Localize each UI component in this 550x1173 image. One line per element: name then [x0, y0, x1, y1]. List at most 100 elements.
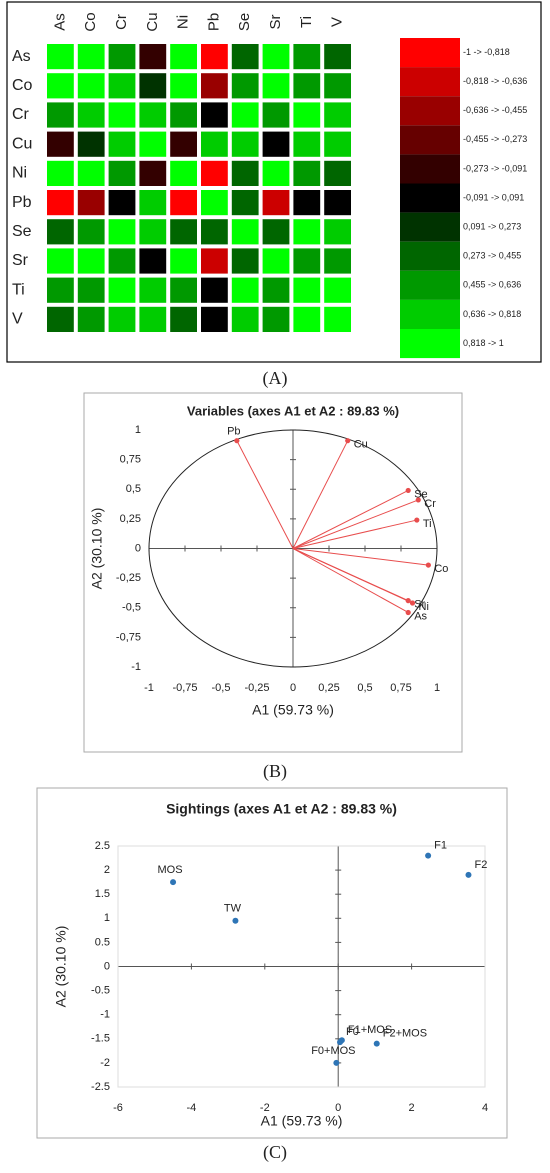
point-label: F0: [346, 1026, 359, 1038]
heatmap-cell: [108, 219, 136, 245]
point: [409, 600, 416, 606]
panel-c-frame: [36, 787, 508, 1139]
loading-vector: [292, 548, 409, 613]
heatmap-cell: [108, 131, 136, 157]
legend-swatch: [400, 241, 460, 271]
point: [414, 517, 420, 523]
heatmap-cell: [77, 190, 105, 216]
heatmap-cell: [77, 73, 105, 99]
heatmap-cell: [293, 73, 321, 99]
row-label: Ti: [12, 281, 25, 298]
heatmap-cell: [324, 160, 351, 186]
legend-swatch: [400, 67, 460, 97]
y-tick-label: -2.5: [91, 1081, 110, 1093]
legend-label: 0,091 -> 0,273: [463, 222, 521, 232]
heatmap-cell: [262, 190, 290, 216]
y-tick-label: 2.5: [95, 840, 110, 852]
heatmap-cell: [47, 190, 74, 216]
heatmap-cell: [47, 131, 74, 157]
heatmap-cell: [231, 102, 259, 128]
heatmap-cell: [293, 219, 321, 245]
x-tick-label: 0: [335, 1102, 341, 1114]
legend-label: 0,818 -> 1: [463, 338, 504, 348]
heatmap-cell: [77, 44, 105, 70]
y-tick-label: -0,75: [116, 631, 141, 643]
point-label: F2+MOS: [383, 1028, 427, 1040]
y-axis-label: A2 (30.10 %): [53, 926, 69, 1008]
legend-label: 0,455 -> 0,636: [463, 280, 521, 290]
point-label: F2: [474, 859, 487, 871]
heatmap-cell: [77, 306, 105, 332]
row-label: Ni: [12, 165, 27, 182]
x-tick-label: -2: [260, 1102, 270, 1114]
y-tick-label: 2: [104, 864, 110, 876]
y-tick-label: -0,25: [116, 572, 141, 584]
y-tick-label: 0,25: [120, 513, 141, 525]
y-tick-label: -1: [131, 661, 141, 673]
legend-label: -0,273 -> -0,091: [463, 163, 527, 173]
column-label: As: [51, 13, 68, 31]
heatmap-cell: [324, 73, 351, 99]
legend-swatch: [400, 299, 460, 329]
heatmap-cell: [108, 160, 136, 186]
heatmap-cell: [293, 102, 321, 128]
heatmap-cell: [324, 102, 351, 128]
row-label: V: [12, 311, 23, 328]
column-label: Cu: [144, 12, 161, 31]
legend-swatch: [400, 270, 460, 300]
heatmap-cell: [262, 44, 290, 70]
chart-title: Sightings (axes A1 et A2 : 89.83 %): [166, 801, 397, 817]
legend-label: -1 -> -0,818: [463, 47, 510, 57]
heatmap-cell: [201, 219, 228, 245]
y-tick-label: 0: [104, 960, 110, 972]
heatmap-cell: [324, 306, 351, 332]
legend-swatch: [400, 38, 460, 68]
heatmap-cell: [77, 219, 105, 245]
panel-b-frame: [83, 392, 463, 753]
heatmap-cell: [139, 160, 167, 186]
heatmap-cell: [262, 102, 290, 128]
heatmap-cell: [47, 73, 74, 99]
heatmap-cell: [47, 248, 74, 274]
point-label: F1: [434, 840, 447, 852]
x-tick-label: -0,75: [172, 682, 197, 694]
legend-swatch: [400, 212, 460, 242]
point: [405, 487, 411, 494]
x-tick-label: 4: [482, 1102, 488, 1114]
unit-circle: [148, 429, 438, 668]
point: [425, 852, 432, 859]
point-label: Ni: [419, 601, 429, 613]
heatmap-cell: [262, 160, 290, 186]
heatmap-cell: [324, 219, 351, 245]
heatmap-cell: [262, 131, 290, 157]
panel-label: (B): [263, 761, 287, 782]
loading-vector: [292, 489, 409, 549]
row-label: Cr: [12, 106, 30, 123]
heatmap-cell: [293, 44, 321, 70]
heatmap-cell: [231, 44, 259, 70]
heatmap-cell: [47, 44, 74, 70]
point: [170, 879, 177, 886]
row-label: Pb: [12, 194, 32, 211]
panel-label: (A): [263, 368, 288, 389]
point-label: Sr: [414, 599, 425, 611]
heatmap-cell: [201, 248, 228, 274]
heatmap-cell: [47, 219, 74, 245]
column-label: Se: [236, 13, 253, 31]
row-label: As: [12, 48, 31, 65]
row-label: Co: [12, 77, 33, 94]
legend-label: -0,636 -> -0,455: [463, 105, 527, 115]
heatmap-cell: [108, 190, 136, 216]
legend-swatch: [400, 96, 460, 126]
y-tick-label: -1.5: [91, 1033, 110, 1045]
x-tick-label: -0,5: [212, 682, 231, 694]
point: [405, 609, 411, 616]
point: [465, 871, 472, 878]
x-tick-label: 2: [409, 1102, 415, 1114]
heatmap-cell: [170, 190, 197, 216]
row-label: Se: [12, 223, 32, 240]
y-tick-label: 0,75: [120, 454, 141, 466]
point-label: Pb: [227, 426, 240, 438]
heatmap-cell: [108, 248, 136, 274]
